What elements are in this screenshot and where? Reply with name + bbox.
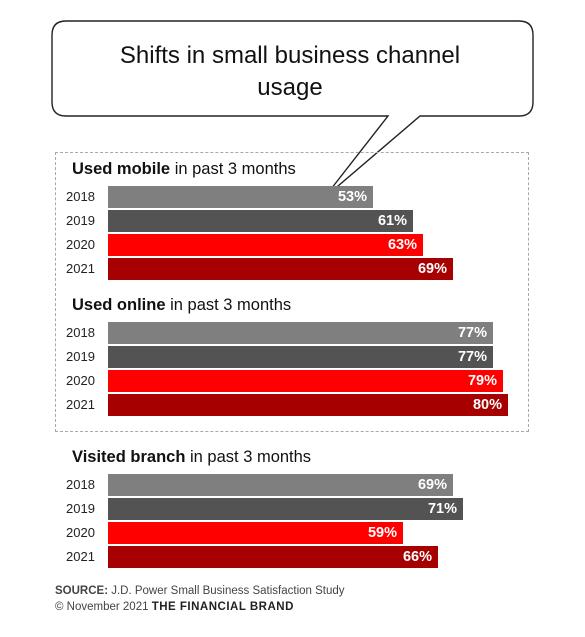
year-label: 2021 (66, 549, 95, 564)
bar-used-online-2019: 77% (108, 346, 493, 368)
bar-value-label: 69% (417, 477, 447, 493)
year-label: 2020 (66, 237, 95, 252)
source-label: SOURCE: (55, 585, 109, 597)
bar-visited-branch-2018: 69% (108, 474, 453, 496)
year-label: 2019 (66, 501, 95, 516)
bar-used-online-2020: 79% (108, 370, 503, 392)
bar-value-label: 59% (367, 525, 397, 541)
bar-used-mobile-2019: 61% (108, 210, 413, 232)
highlight-box (55, 152, 529, 432)
group-title-rest: in past 3 months (185, 448, 312, 466)
bar-value-label: 80% (472, 397, 502, 413)
bar-used-online-2021: 80% (108, 394, 508, 416)
bar-value-label: 77% (457, 325, 487, 341)
year-label: 2019 (66, 349, 95, 364)
bar-used-online-2018: 77% (108, 322, 493, 344)
bar-value-label: 61% (377, 213, 407, 229)
copyright-line: © November 2021 THE FINANCIAL BRAND (55, 599, 345, 615)
bar-value-label: 77% (457, 349, 487, 365)
group-title-used-mobile: Used mobile in past 3 months (72, 160, 296, 179)
chart-title: Shifts in small business channel usage (119, 42, 461, 101)
bar-value-label: 79% (467, 373, 497, 389)
bar-used-mobile-2020: 63% (108, 234, 423, 256)
source-text: J.D. Power Small Business Satisfaction S… (108, 585, 345, 597)
year-label: 2018 (66, 325, 95, 340)
bar-value-label: 63% (387, 237, 417, 253)
bar-value-label: 69% (417, 261, 447, 277)
bar-visited-branch-2021: 66% (108, 546, 438, 568)
bar-visited-branch-2019: 71% (108, 498, 463, 520)
year-label: 2020 (66, 373, 95, 388)
group-title-used-online: Used online in past 3 months (72, 296, 291, 315)
bar-value-label: 71% (427, 501, 457, 517)
year-label: 2020 (66, 525, 95, 540)
year-label: 2018 (66, 477, 95, 492)
group-title-bold: Used mobile (72, 160, 171, 178)
copyright-text: © November 2021 (55, 601, 152, 613)
footer: SOURCE: J.D. Power Small Business Satisf… (55, 583, 345, 615)
group-title-bold: Visited branch (72, 448, 186, 466)
bar-used-mobile-2018: 53% (108, 186, 373, 208)
brand-logo: THE FINANCIAL BRAND (151, 601, 294, 613)
bar-value-label: 66% (402, 549, 432, 565)
group-title-rest: in past 3 months (165, 296, 292, 314)
bar-value-label: 53% (337, 189, 367, 205)
group-title-visited-branch: Visited branch in past 3 months (72, 448, 311, 467)
year-label: 2021 (66, 397, 95, 412)
bar-visited-branch-2020: 59% (108, 522, 403, 544)
group-title-bold: Used online (72, 296, 166, 314)
year-label: 2021 (66, 261, 95, 276)
source-line: SOURCE: J.D. Power Small Business Satisf… (55, 583, 345, 599)
bar-used-mobile-2021: 69% (108, 258, 453, 280)
group-title-rest: in past 3 months (170, 160, 296, 178)
year-label: 2019 (66, 213, 95, 228)
year-label: 2018 (66, 189, 95, 204)
